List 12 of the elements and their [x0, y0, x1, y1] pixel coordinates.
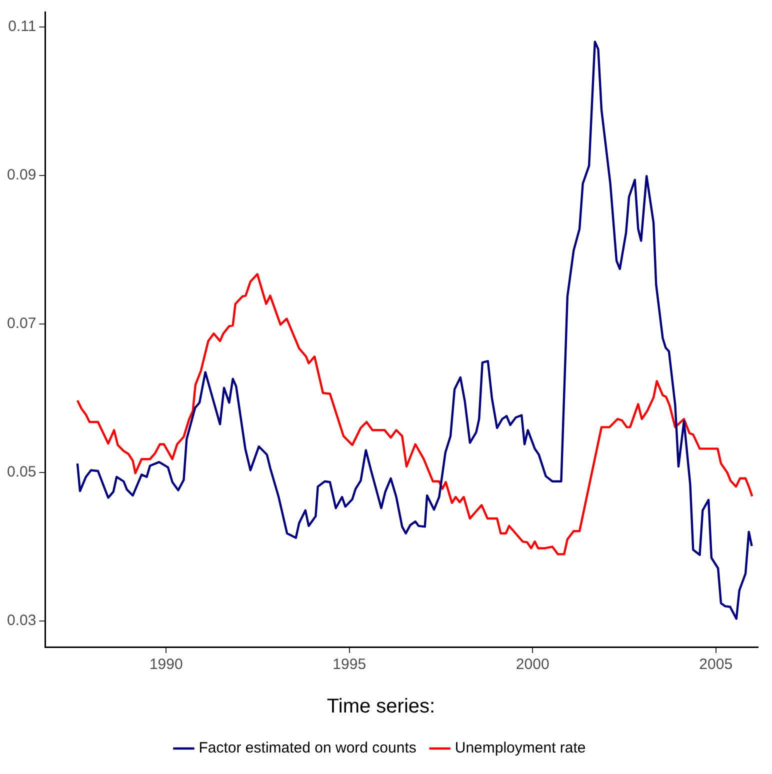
x-tick-label: 1995 [332, 656, 366, 674]
y-tick-label: 0.05 [6, 464, 36, 481]
y-tick-label: 0.09 [6, 166, 36, 184]
y-tick-label: 0.03 [6, 612, 36, 630]
legend-label: Factor estimated on word counts [198, 740, 416, 757]
legend-title: Time series: [326, 696, 436, 718]
y-tick-label: 0.07 [6, 315, 36, 332]
x-tick-label: 2000 [516, 656, 550, 674]
legend-label: Unemployment rate [454, 740, 586, 757]
x-tick-label: 2005 [699, 656, 733, 674]
x-tick-label: 1990 [149, 656, 183, 674]
y-tick-label: 0.11 [8, 18, 36, 35]
